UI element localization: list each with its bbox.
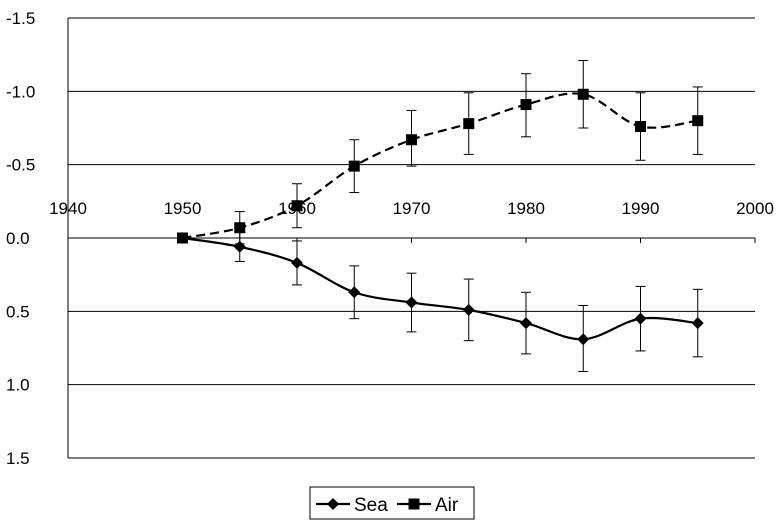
x-tick-label: 1950 bbox=[164, 199, 202, 218]
y-tick-label: 0.5 bbox=[6, 302, 30, 321]
air-point bbox=[635, 121, 646, 133]
y-tick-label: -0.5 bbox=[6, 156, 35, 175]
air-point bbox=[291, 200, 303, 212]
y-tick-label: -1.5 bbox=[6, 9, 35, 28]
legend: Sea Air bbox=[309, 486, 475, 520]
x-tick-label: 1980 bbox=[507, 199, 545, 218]
legend-label-sea: Sea bbox=[354, 495, 388, 516]
legend-marker-sea bbox=[327, 498, 339, 510]
air-point bbox=[692, 115, 704, 127]
sea-point bbox=[577, 333, 590, 346]
legend-item-air: Air bbox=[397, 495, 459, 516]
air-point bbox=[234, 222, 246, 234]
air-point bbox=[577, 88, 589, 100]
sea-point bbox=[691, 317, 704, 330]
x-tick-label: 1970 bbox=[393, 199, 431, 218]
x-tick-label: 1940 bbox=[49, 199, 87, 218]
sea-line bbox=[182, 236, 698, 341]
sea-point bbox=[634, 312, 647, 325]
air-point bbox=[406, 134, 417, 146]
x-tick-label: 2000 bbox=[736, 199, 774, 218]
air-line bbox=[182, 92, 698, 240]
data-series bbox=[176, 60, 704, 372]
x-tick-label: 1990 bbox=[622, 199, 660, 218]
air-point bbox=[520, 99, 532, 111]
legend-item-sea: Sea bbox=[316, 495, 388, 516]
legend-label-air: Air bbox=[435, 495, 459, 516]
sea-point bbox=[348, 286, 361, 299]
sea-point bbox=[405, 296, 418, 309]
x-axis-tick-labels: 1940195019601970198019902000 bbox=[49, 199, 774, 243]
y-tick-label: 0.0 bbox=[6, 229, 30, 248]
air-point bbox=[177, 232, 188, 244]
y-tick-label: 1.0 bbox=[6, 376, 30, 395]
sea-point bbox=[520, 317, 532, 330]
y-tick-label: 1.5 bbox=[6, 449, 30, 468]
series-air bbox=[177, 60, 704, 245]
series-sea bbox=[176, 231, 704, 372]
sea-point bbox=[462, 303, 475, 316]
air-point bbox=[348, 160, 360, 172]
air-point bbox=[463, 118, 475, 130]
sea-point bbox=[291, 256, 303, 269]
y-axis-tick-labels: -1.5 -1.0 -0.5 0.0 0.5 1.0 1.5 bbox=[6, 9, 35, 468]
legend-marker-air bbox=[408, 498, 420, 510]
y-tick-label: -1.0 bbox=[6, 82, 35, 101]
